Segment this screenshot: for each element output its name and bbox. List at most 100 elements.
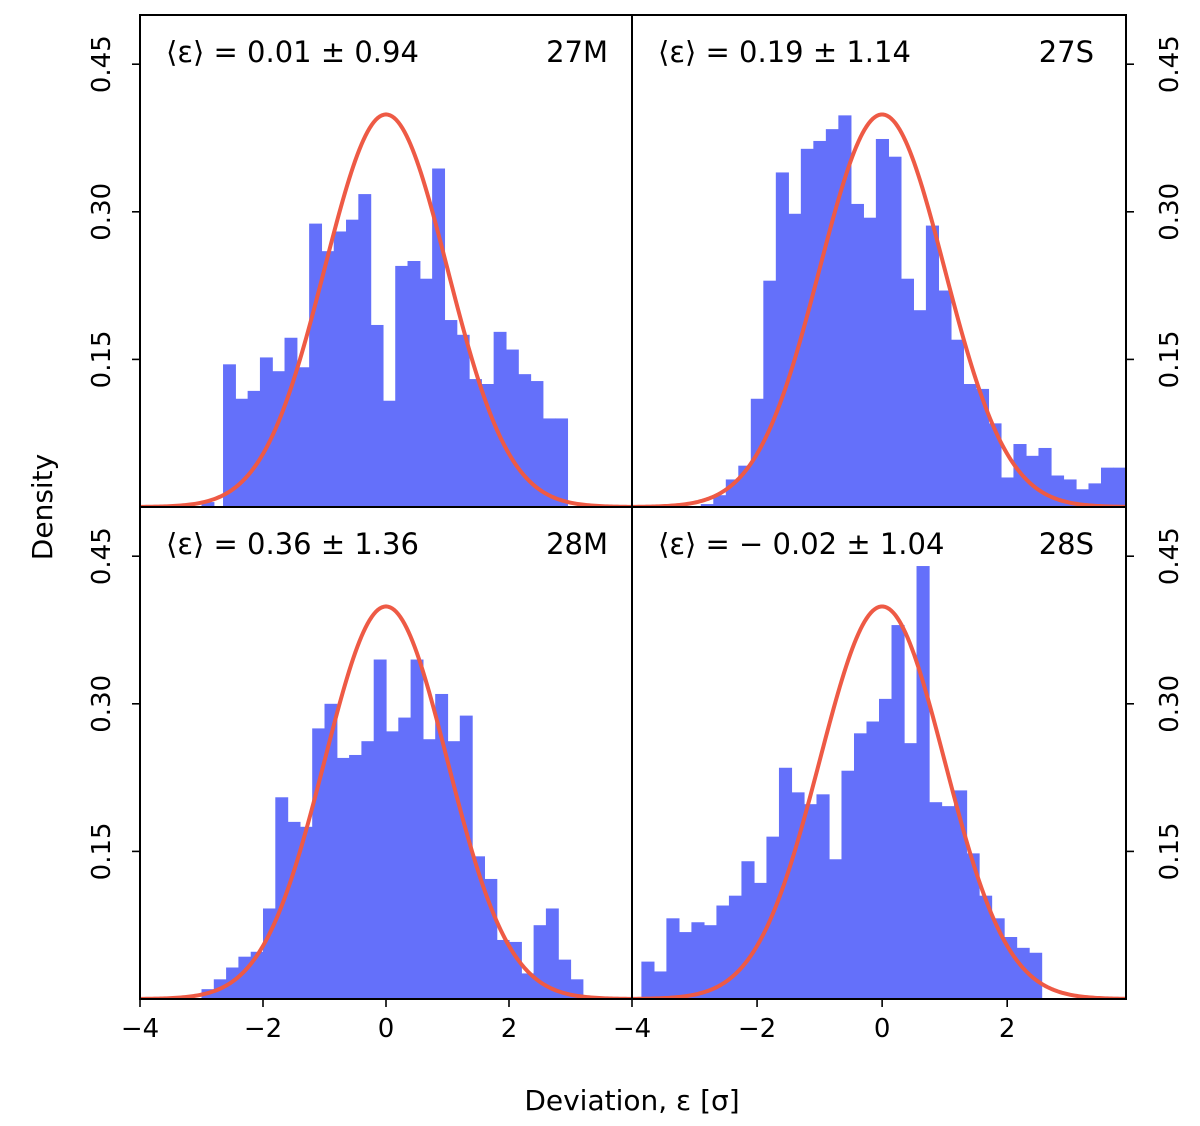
hist-bar-27S-16 xyxy=(900,278,914,507)
hist-bar-28S-14 xyxy=(816,794,830,999)
hist-bar-27M-0 xyxy=(201,502,215,507)
hist-bar-27S-24 xyxy=(1000,477,1015,507)
hist-bar-28M-16 xyxy=(398,717,412,999)
hist-bar-28M-8 xyxy=(299,826,313,999)
panel-28S: ⟨ε⟩ = − 0.02 ± 1.04 28S xyxy=(631,506,1127,1000)
hist-bar-28S-6 xyxy=(716,905,730,999)
x-tick-label-28M-1: −2 xyxy=(244,1014,282,1044)
hist-bar-28S-26 xyxy=(966,853,980,999)
hist-bar-27S-10 xyxy=(825,129,839,507)
hist-bar-28S-17 xyxy=(853,733,868,999)
histogram-28M xyxy=(201,659,584,999)
hist-bar-28M-21 xyxy=(459,715,473,999)
hist-bar-27M-3 xyxy=(247,390,261,507)
hist-bar-28M-17 xyxy=(410,659,424,999)
hist-bar-28M-22 xyxy=(472,856,485,999)
hist-bar-27S-23 xyxy=(988,423,1002,507)
y-tick-label-left-27M-2: 0.45 xyxy=(87,35,117,93)
hist-bar-27M-19 xyxy=(444,320,458,507)
hist-bar-27S-13 xyxy=(863,217,877,507)
hist-bar-28M-13 xyxy=(361,741,375,999)
x-tick-label-28M-3: 2 xyxy=(501,1014,518,1044)
y-tick-label-right-27S-1: 0.30 xyxy=(1155,183,1185,241)
hist-bar-27M-7 xyxy=(296,367,310,507)
x-tick-label-28M-2: 0 xyxy=(378,1014,395,1044)
hist-bar-27M-20 xyxy=(456,334,470,507)
hist-bar-28M-19 xyxy=(435,693,449,999)
panel-label-28S: 28S xyxy=(1039,527,1094,561)
hist-bar-27M-27 xyxy=(542,418,556,507)
hist-bar-28S-30 xyxy=(1016,947,1030,999)
x-tick-label-28S-1: −2 xyxy=(738,1014,776,1044)
stat-label-28M: ⟨ε⟩ = 0.36 ± 1.36 xyxy=(166,527,419,561)
hist-bar-27M-13 xyxy=(370,324,384,507)
hist-bar-28M-23 xyxy=(484,878,498,999)
hist-bar-28M-29 xyxy=(558,959,572,999)
y-axis-label: Density xyxy=(26,454,59,560)
hist-bar-27M-14 xyxy=(382,400,396,507)
panel-27S: ⟨ε⟩ = 0.19 ± 1.14 27S xyxy=(631,14,1127,508)
y-tick-label-right-28S-1: 0.30 xyxy=(1155,675,1185,733)
y-tick-label-left-28M-1: 0.30 xyxy=(87,675,117,733)
axis-ticks: 0.15 0.15 0.15 0.15 0.30 0.30 0.30 0.30 0.45 0.45… xyxy=(87,35,1185,1044)
hist-bar-28S-1 xyxy=(653,971,667,999)
hist-bar-28S-18 xyxy=(866,721,880,999)
y-tick-label-left-28M-2: 0.45 xyxy=(87,527,117,585)
hist-bar-28M-24 xyxy=(496,939,510,999)
hist-bar-27M-5 xyxy=(272,371,286,507)
hist-bar-28M-15 xyxy=(386,731,399,999)
gaussian-curve-27S xyxy=(632,112,1126,507)
hist-bar-27M-10 xyxy=(333,231,347,507)
hist-bar-27M-17 xyxy=(419,278,433,507)
x-axis-label: Deviation, ε [σ] xyxy=(524,1084,739,1117)
gaussian-curve-28S xyxy=(632,604,1126,999)
hist-bar-28S-15 xyxy=(828,859,843,999)
hist-bar-28S-22 xyxy=(916,566,930,999)
hist-bar-27S-32 xyxy=(1100,467,1115,507)
hist-bar-28S-8 xyxy=(741,861,755,999)
panel-label-27M: 27M xyxy=(546,35,608,69)
x-tick-label-28S-2: 0 xyxy=(874,1014,891,1044)
stat-label-28S: ⟨ε⟩ = − 0.02 ± 1.04 xyxy=(658,527,944,561)
hist-bar-27S-18 xyxy=(925,225,940,507)
hist-bar-28S-29 xyxy=(1004,937,1018,999)
hist-bar-27S-31 xyxy=(1088,483,1102,507)
hist-bar-28S-3 xyxy=(678,932,693,999)
x-tick-label-28M-0: −4 xyxy=(121,1014,159,1044)
hist-bar-28S-31 xyxy=(1029,952,1043,999)
y-tick-label-right-28S-2: 0.45 xyxy=(1155,527,1185,585)
hist-bar-27M-24 xyxy=(505,349,519,507)
hist-bar-28M-12 xyxy=(349,754,362,999)
hist-bar-28M-25 xyxy=(509,941,522,999)
hist-bar-28S-16 xyxy=(841,770,855,999)
hist-bar-27M-6 xyxy=(284,337,298,507)
histogram-28S xyxy=(641,566,1043,999)
gaussian-curve-28M xyxy=(140,604,632,999)
hist-bar-27M-25 xyxy=(518,374,532,507)
hist-bar-28S-23 xyxy=(929,802,943,999)
hist-bar-28M-4 xyxy=(250,951,264,999)
hist-bar-27M-15 xyxy=(395,265,409,507)
hist-bar-28S-19 xyxy=(879,698,893,999)
hist-bar-28S-25 xyxy=(954,790,968,999)
hist-bar-28S-20 xyxy=(891,625,905,999)
hist-bar-27S-19 xyxy=(938,290,952,507)
hist-bar-27M-2 xyxy=(235,398,249,507)
hist-bar-28M-27 xyxy=(533,925,547,999)
hist-bar-27M-11 xyxy=(346,219,359,507)
hist-bar-28M-10 xyxy=(324,703,338,999)
hist-bar-28M-18 xyxy=(422,739,436,999)
hist-bar-27S-5 xyxy=(763,280,777,507)
y-tick-label-left-27M-0: 0.15 xyxy=(87,330,117,388)
hist-bar-28S-24 xyxy=(941,806,955,999)
x-tick-label-28S-0: −4 xyxy=(613,1014,651,1044)
hist-bar-27M-12 xyxy=(358,194,372,507)
hist-bar-28S-4 xyxy=(691,922,705,999)
hist-bar-27S-8 xyxy=(800,148,814,507)
hist-bar-27S-20 xyxy=(950,339,965,507)
panel-label-28M: 28M xyxy=(546,527,608,561)
hist-bar-28M-26 xyxy=(521,973,535,999)
hist-bar-27M-23 xyxy=(493,331,507,507)
panel-28M: ⟨ε⟩ = 0.36 ± 1.36 28M xyxy=(139,506,633,1000)
